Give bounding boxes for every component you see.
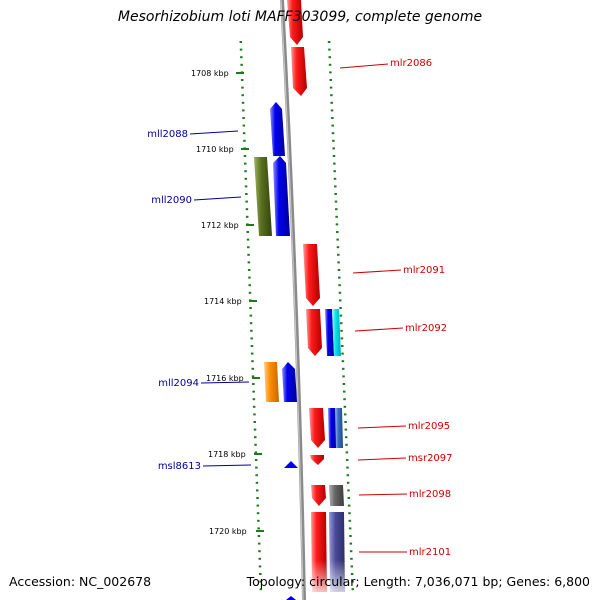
gene-label-mlr2086[interactable]: mlr2086	[390, 58, 432, 69]
genome-backbone-shine	[280, 0, 304, 600]
genome-backbone	[280, 0, 306, 600]
gene-mlr2092-red[interactable]	[306, 309, 322, 356]
gene-orange[interactable]	[264, 362, 279, 402]
gene-bottom-reverse[interactable]	[286, 596, 296, 600]
scale-label: 1720 kbp	[209, 527, 247, 536]
scale-mark-1712: 1712 kbp	[201, 221, 254, 230]
scale-label: 1712 kbp	[201, 221, 239, 230]
gene-msl8613[interactable]	[284, 461, 298, 468]
gene-mlr2095-red[interactable]	[309, 408, 325, 448]
scale-mark-1720: 1720 kbp	[209, 527, 264, 536]
gene-mlr2098-gray[interactable]	[329, 485, 344, 506]
scale-mark-1710: 1710 kbp	[196, 145, 249, 154]
ruler-ticks-left	[239, 41, 263, 591]
gene-label-mlr2098[interactable]: mlr2098	[409, 489, 451, 500]
scale-label: 1708 kbp	[191, 69, 229, 78]
gene-label-mlr2091[interactable]: mlr2091	[403, 265, 445, 276]
ruler-ticks-right	[327, 41, 355, 591]
gene-mll2090-olive[interactable]	[254, 157, 272, 236]
gene-mlr2091[interactable]	[303, 244, 320, 306]
gene-mll2090-blue[interactable]	[273, 156, 290, 236]
scale-label: 1718 kbp	[208, 450, 246, 459]
scale-label: 1710 kbp	[196, 145, 234, 154]
forward-strand-genes	[287, 0, 350, 596]
gene-mlr2095-blue[interactable]	[328, 408, 337, 448]
gene-mlr2098-red[interactable]	[311, 485, 326, 506]
gene-label-mll2088[interactable]: mll2088	[147, 129, 188, 140]
accession-text: Accession: NC_002678	[9, 574, 152, 589]
gene-label-mlr2095[interactable]: mlr2095	[408, 421, 450, 432]
scale-mark-1718: 1718 kbp	[208, 450, 262, 459]
gene-mlr2092-cyan[interactable]	[332, 309, 341, 356]
gene-label-msr2097[interactable]: msr2097	[408, 453, 453, 464]
gene-mll2094[interactable]	[282, 362, 297, 402]
scale-mark-1716: 1716 kbp	[206, 374, 260, 383]
scale-mark-1714: 1714 kbp	[204, 297, 257, 306]
map-title: Mesorhizobium loti MAFF303099, complete …	[117, 9, 483, 25]
reverse-strand-genes	[254, 102, 298, 600]
gene-top-forward[interactable]	[287, 0, 303, 45]
gene-label-mll2090[interactable]: mll2090	[151, 195, 192, 206]
scale-label: 1714 kbp	[204, 297, 242, 306]
gene-mlr2095-steel[interactable]	[335, 408, 343, 448]
scale-label: 1716 kbp	[206, 374, 244, 383]
gene-mlr2092-blue[interactable]	[325, 309, 334, 356]
gene-label-msl8613[interactable]: msl8613	[158, 461, 201, 472]
gene-msr2097[interactable]	[310, 455, 324, 465]
gene-mlr2086[interactable]	[291, 47, 307, 96]
scale-mark-1708: 1708 kbp	[191, 69, 244, 78]
leader-lines	[189, 63, 408, 553]
gene-label-mlr2101[interactable]: mlr2101	[409, 547, 451, 558]
gene-label-mll2094[interactable]: mll2094	[158, 378, 199, 389]
bottom-fade	[308, 560, 350, 596]
topology-text: Topology: circular; Length: 7,036,071 bp…	[246, 574, 590, 589]
scale-labels: 1708 kbp 1710 kbp 1712 kbp 1714 kbp 1716…	[191, 69, 264, 536]
gene-labels: mlr2086 mll2088 mll2090 mlr2091 mlr2092 …	[147, 58, 452, 558]
gene-mll2088[interactable]	[270, 102, 285, 156]
gene-label-mlr2092[interactable]: mlr2092	[405, 323, 447, 334]
